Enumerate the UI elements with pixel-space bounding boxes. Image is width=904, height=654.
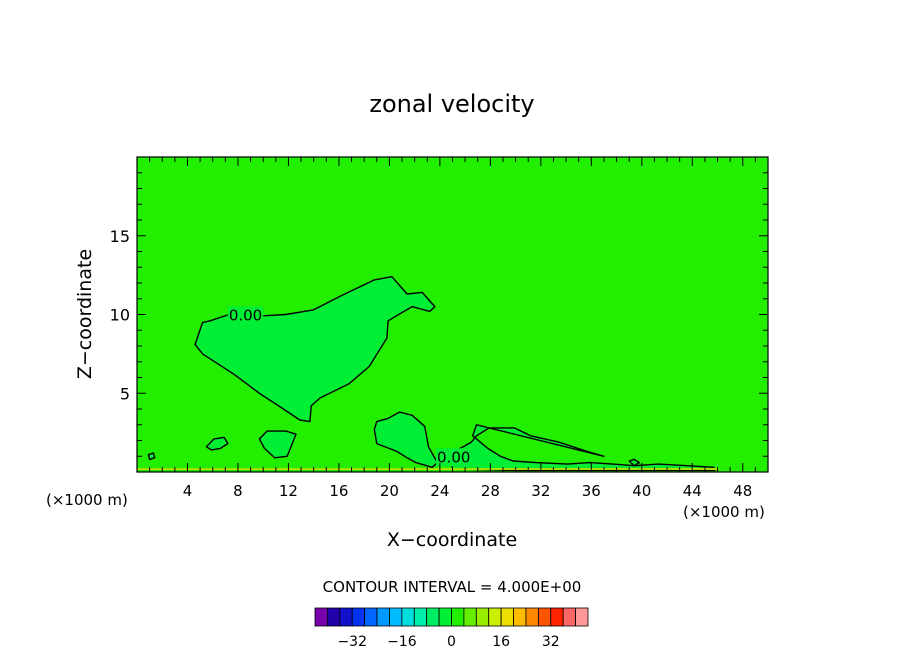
contour-blob-40 <box>628 458 640 467</box>
chart-title: zonal velocity <box>369 90 534 118</box>
x-tick-label: 16 <box>329 482 348 500</box>
contour-middle-region <box>373 411 439 468</box>
x-tick-label: 48 <box>733 482 752 500</box>
contour-label-background <box>436 448 472 467</box>
contour-blob-2 <box>147 452 156 461</box>
contour-blob-10 <box>258 430 297 459</box>
x-tick-label: 28 <box>481 482 500 500</box>
colorbar-tick-label: −16 <box>387 634 417 650</box>
colorbar-swatch <box>339 607 353 627</box>
colorbar-swatch <box>537 607 552 627</box>
x-tick-label: 8 <box>233 482 243 500</box>
contour-label-background <box>227 306 264 325</box>
x-tick-label: 36 <box>582 482 601 500</box>
colorbar: −32 −16 0 16 32 <box>314 607 589 650</box>
colorbar-title: CONTOUR INTERVAL = 4.000E+00 <box>323 578 582 596</box>
colorbar-swatch <box>562 607 576 627</box>
colorbar-swatch <box>413 607 428 627</box>
colorbar-swatch <box>451 607 465 627</box>
colorbar-swatch <box>575 607 589 627</box>
x-axis-label: X−coordinate <box>387 529 517 551</box>
x-tick-label: 40 <box>632 482 651 500</box>
colorbar-swatch <box>327 607 341 627</box>
colorbar-tick-label: 32 <box>542 634 560 650</box>
colorbar-tick-label: 0 <box>447 634 456 650</box>
y-tick-label: 15 <box>110 227 130 246</box>
colorbar-swatch <box>463 607 477 627</box>
x-tick-label: 32 <box>531 482 550 500</box>
contour-blob-6 <box>205 436 229 451</box>
x-unit-left: (×1000 m) <box>46 491 128 509</box>
colorbar-swatch <box>376 607 390 627</box>
contour-label: 0.00 <box>437 448 470 466</box>
y-axis-label: Z−coordinate <box>74 249 96 379</box>
colorbar-swatch <box>389 607 403 627</box>
x-tick-label: 24 <box>430 482 449 500</box>
colorbar-swatch <box>488 607 502 627</box>
colorbar-swatch <box>438 607 452 627</box>
colorbar-swatch <box>426 607 440 627</box>
x-tick-label: 20 <box>380 482 399 500</box>
colorbar-swatch <box>475 607 490 627</box>
contour-upper-region <box>194 276 436 423</box>
colorbar-swatch <box>513 607 527 627</box>
x-tick-label: 44 <box>683 482 702 500</box>
colorbar-swatch <box>525 607 539 627</box>
y-tick-label: 10 <box>110 306 130 325</box>
contour-right-region <box>449 424 716 472</box>
colorbar-swatch <box>500 607 514 627</box>
colorbar-swatch <box>314 607 328 627</box>
colorbar-swatch <box>351 607 366 627</box>
y-tick-label: 5 <box>120 384 130 403</box>
colorbar-swatch <box>401 607 415 627</box>
colorbar-tick-label: −32 <box>337 634 367 650</box>
x-unit-right: (×1000 m) <box>683 503 765 521</box>
colorbar-swatch <box>364 607 378 627</box>
colorbar-swatch <box>550 607 564 627</box>
x-tick-label: 12 <box>279 482 298 500</box>
colorbar-tick-label: 16 <box>492 634 510 650</box>
x-tick-label: 4 <box>183 482 193 500</box>
contour-label: 0.00 <box>229 307 262 325</box>
